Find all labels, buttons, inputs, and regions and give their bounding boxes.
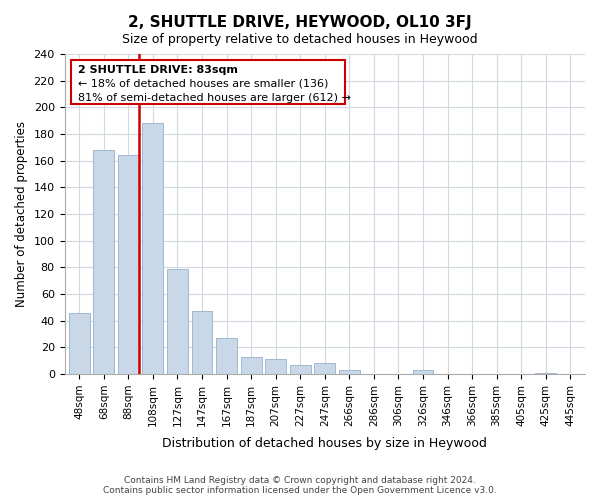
Bar bbox=[216, 338, 237, 374]
Bar bbox=[314, 364, 335, 374]
Bar bbox=[118, 156, 139, 374]
X-axis label: Distribution of detached houses by size in Heywood: Distribution of detached houses by size … bbox=[163, 437, 487, 450]
Y-axis label: Number of detached properties: Number of detached properties bbox=[15, 121, 28, 307]
Bar bbox=[413, 370, 433, 374]
Bar bbox=[167, 268, 188, 374]
Bar bbox=[94, 150, 114, 374]
Text: 2 SHUTTLE DRIVE: 83sqm: 2 SHUTTLE DRIVE: 83sqm bbox=[78, 65, 238, 75]
Bar bbox=[265, 360, 286, 374]
Text: 2, SHUTTLE DRIVE, HEYWOOD, OL10 3FJ: 2, SHUTTLE DRIVE, HEYWOOD, OL10 3FJ bbox=[128, 15, 472, 30]
Bar bbox=[191, 312, 212, 374]
Text: Size of property relative to detached houses in Heywood: Size of property relative to detached ho… bbox=[122, 32, 478, 46]
Text: Contains HM Land Registry data © Crown copyright and database right 2024.
Contai: Contains HM Land Registry data © Crown c… bbox=[103, 476, 497, 495]
Bar bbox=[69, 312, 89, 374]
Bar bbox=[142, 124, 163, 374]
Text: ← 18% of detached houses are smaller (136)
81% of semi-detached houses are large: ← 18% of detached houses are smaller (13… bbox=[78, 78, 351, 102]
Bar bbox=[535, 372, 556, 374]
Bar bbox=[241, 356, 262, 374]
Bar bbox=[339, 370, 360, 374]
Bar bbox=[290, 364, 311, 374]
FancyBboxPatch shape bbox=[71, 60, 344, 104]
